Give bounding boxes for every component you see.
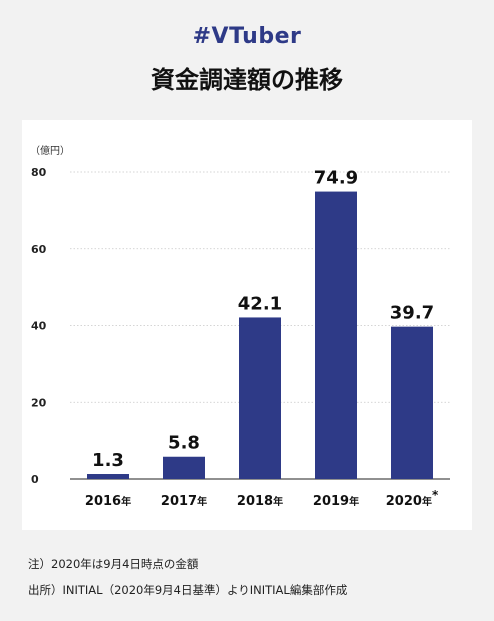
x-tick-year: 2019 [313,494,349,509]
y-tick-label: 0 [31,473,39,486]
chart-card: （億円） 0 20 40 60 80 1.3 2016年 5.8 2017年 42.1 2018年 74… [22,120,472,530]
bar-3 [315,191,357,479]
bar-1 [163,456,205,479]
y-tick-label: 20 [31,396,47,409]
bar-value-label: 42.1 [238,293,282,314]
bar-chart: （億円）0204060801.32016年5.82017年42.12018年74… [30,144,450,509]
y-axis-unit-label: （億円） [30,144,70,157]
bar-0 [87,474,129,479]
x-tick-label: 2016年 [85,494,131,509]
x-tick-label: 2019年 [313,494,359,509]
x-tick-label: 2020年* [386,488,439,509]
x-tick-year: 2018 [237,494,273,509]
x-tick-year: 2016 [85,494,121,509]
x-tick-footnote-mark: * [432,488,439,502]
y-tick-label: 40 [31,320,47,333]
chart-hashtag: #VTuber [192,24,302,49]
x-tick-label: 2017年 [161,494,207,509]
x-tick-label: 2018年 [237,494,283,509]
x-tick-year: 2017 [161,494,197,509]
x-tick-suffix: 年 [273,495,283,508]
bar-value-label: 5.8 [168,433,200,454]
x-tick-suffix: 年 [121,495,131,508]
bar-2 [239,317,281,479]
footnote-source: 出所）INITIAL（2020年9月4日基準）よりINITIAL編集部作成 [28,583,348,597]
bar-4 [391,326,433,479]
x-tick-suffix: 年 [349,495,359,508]
bar-value-label: 39.7 [390,303,434,324]
chart-title: 資金調達額の推移 [151,66,343,94]
footnote-note: 注）2020年は9月4日時点の金額 [28,557,199,571]
y-tick-label: 60 [31,243,47,256]
x-tick-year: 2020 [386,494,422,509]
bar-value-label: 74.9 [314,168,358,189]
x-tick-suffix: 年 [197,495,207,508]
bar-value-label: 1.3 [92,450,124,471]
y-tick-label: 80 [31,166,47,179]
x-tick-suffix: 年 [422,495,432,508]
